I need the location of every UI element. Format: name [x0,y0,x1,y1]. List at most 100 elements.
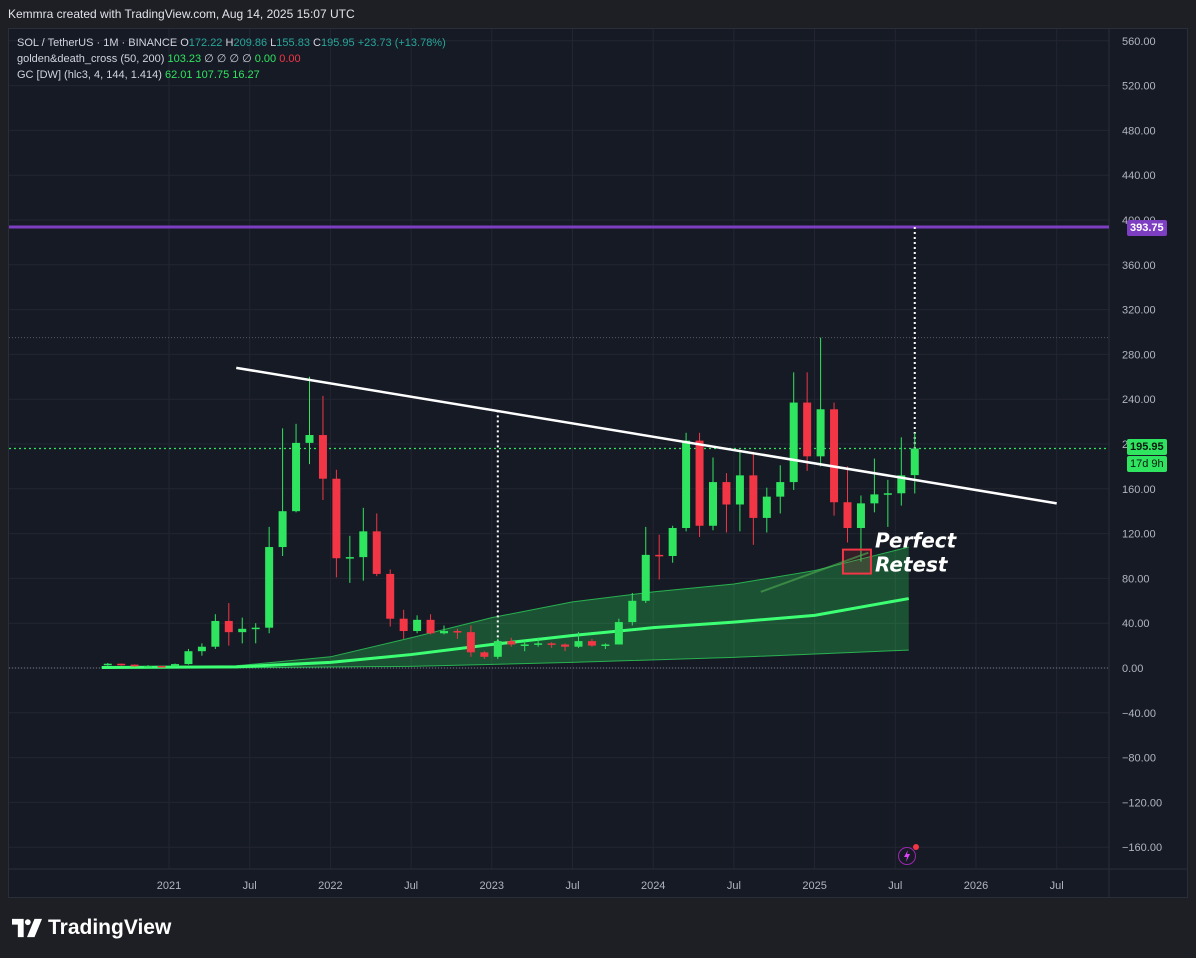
candle-body[interactable] [628,600,637,623]
candle-body[interactable] [103,663,112,666]
candle-body[interactable] [709,482,717,526]
candle-body[interactable] [493,641,502,657]
legend-close-label: C [313,37,321,49]
x-tick-label: Jul [243,880,257,892]
candle-body[interactable] [117,663,126,666]
candle-body[interactable] [668,528,677,556]
candle-body[interactable] [722,482,731,505]
candle-body[interactable] [197,646,206,652]
tradingview-logo-icon [12,918,42,938]
x-tick-label: 2025 [802,880,826,892]
candle-body[interactable] [870,494,879,504]
legend-open: 172.22 [188,37,223,49]
candle-body[interactable] [655,554,664,557]
candle-body[interactable] [359,531,368,558]
candle-body[interactable] [413,619,422,632]
y-tick-label: 160.00 [1122,484,1156,496]
candle-body[interactable] [278,511,287,548]
candle-body[interactable] [883,493,892,495]
y-tick-label: 560.00 [1122,36,1156,48]
legend-indicator2-row[interactable]: GC [DW] (hlc3, 4, 144, 1.414) 62.01 107.… [17,67,446,83]
candle-body[interactable] [251,627,260,630]
legend-open-label: O [180,37,189,49]
candle-body[interactable] [292,442,301,512]
x-tick-label: Jul [727,880,741,892]
candle-body[interactable] [614,622,623,645]
candle-body[interactable] [157,665,166,668]
candle-body[interactable] [641,554,650,601]
descending-trendline[interactable] [236,366,1057,505]
x-tick-label: 2021 [157,880,181,892]
x-tick-label: Jul [404,880,418,892]
moving-average-line [101,597,910,669]
candle-body[interactable] [453,631,462,633]
candle-body[interactable] [776,482,785,497]
candle-body[interactable] [816,409,825,457]
candle-body[interactable] [318,435,327,479]
legend-symbol-row: SOL / TetherUS · 1M · BINANCE O172.22 H2… [17,35,446,51]
candle-body[interactable] [426,619,435,634]
candle-body[interactable] [561,644,570,647]
candle-body[interactable] [238,628,247,633]
candle-body[interactable] [856,503,865,528]
candle-body[interactable] [762,496,771,518]
chart-area[interactable]: 560.00520.00480.00440.00400.00360.00320.… [8,28,1188,898]
candle-body[interactable] [534,643,543,645]
candle-body[interactable] [803,402,812,457]
candle-body[interactable] [265,547,274,628]
candle-body[interactable] [144,665,153,668]
indicator2-v1: 62.01 [164,69,193,81]
resistance-price-tag: 393.75 [1127,220,1167,236]
candle-body[interactable] [507,641,516,645]
footer: TradingView [0,898,1196,958]
candle-body[interactable] [830,409,839,503]
y-tick-label: 520.00 [1122,81,1156,93]
gc-band-fill [101,547,909,668]
alert-icon[interactable] [898,844,919,865]
candle-body[interactable] [345,557,354,559]
retest-arrow [760,551,869,593]
candle-body[interactable] [184,651,193,665]
candle-body[interactable] [843,502,852,528]
candle-body[interactable] [520,644,529,646]
candle-body[interactable] [695,440,704,526]
candle-body[interactable] [372,531,381,574]
candle-body[interactable] [224,620,233,633]
candle-body[interactable] [399,618,408,632]
x-tick-label: Jul [565,880,579,892]
candle-body[interactable] [466,632,475,653]
indicator2-name: GC [DW] (hlc3, 4, 144, 1.414) [17,69,162,81]
indicator2-v2: 107.75 [195,69,230,81]
candle-body[interactable] [547,643,556,645]
annotation-perfect: Perfect [875,529,958,553]
candle-body[interactable] [587,641,596,646]
indicator1-value: 103.23 [167,53,202,65]
candle-body[interactable] [332,478,341,559]
candle-body[interactable] [480,652,489,657]
candle-body[interactable] [440,631,448,634]
candle-body[interactable] [130,664,139,667]
y-tick-label: −40.00 [1122,708,1156,720]
legend-symbol[interactable]: SOL / TetherUS · 1M · BINANCE [17,37,178,49]
candle-body[interactable] [305,435,314,443]
legend-close: 195.95 [320,37,355,49]
current-price-tag: 195.95 [1127,439,1167,455]
candle-body[interactable] [789,402,798,483]
candle-body[interactable] [211,620,220,647]
chart-header: Kemmra created with TradingView.com, Aug… [0,0,1196,28]
indicator1-v2: 0.00 [254,53,277,65]
candle-body[interactable] [386,573,395,619]
candle-body[interactable] [574,641,583,647]
legend-indicator1-row[interactable]: golden&death_cross (50, 200) 103.23 ∅ ∅ … [17,51,446,67]
candle-body[interactable] [897,475,906,494]
candle-body[interactable] [682,440,691,528]
y-tick-label: −80.00 [1122,753,1156,765]
candle-body[interactable] [749,475,758,518]
tradingview-logo[interactable]: TradingView [12,916,171,940]
candle-body[interactable] [910,448,919,476]
candle-body[interactable] [735,475,744,505]
candle-body[interactable] [601,644,610,646]
candle-body[interactable] [171,664,179,667]
legend-high: 209.86 [233,37,268,49]
price-chart[interactable]: 560.00520.00480.00440.00400.00360.00320.… [9,29,1187,897]
